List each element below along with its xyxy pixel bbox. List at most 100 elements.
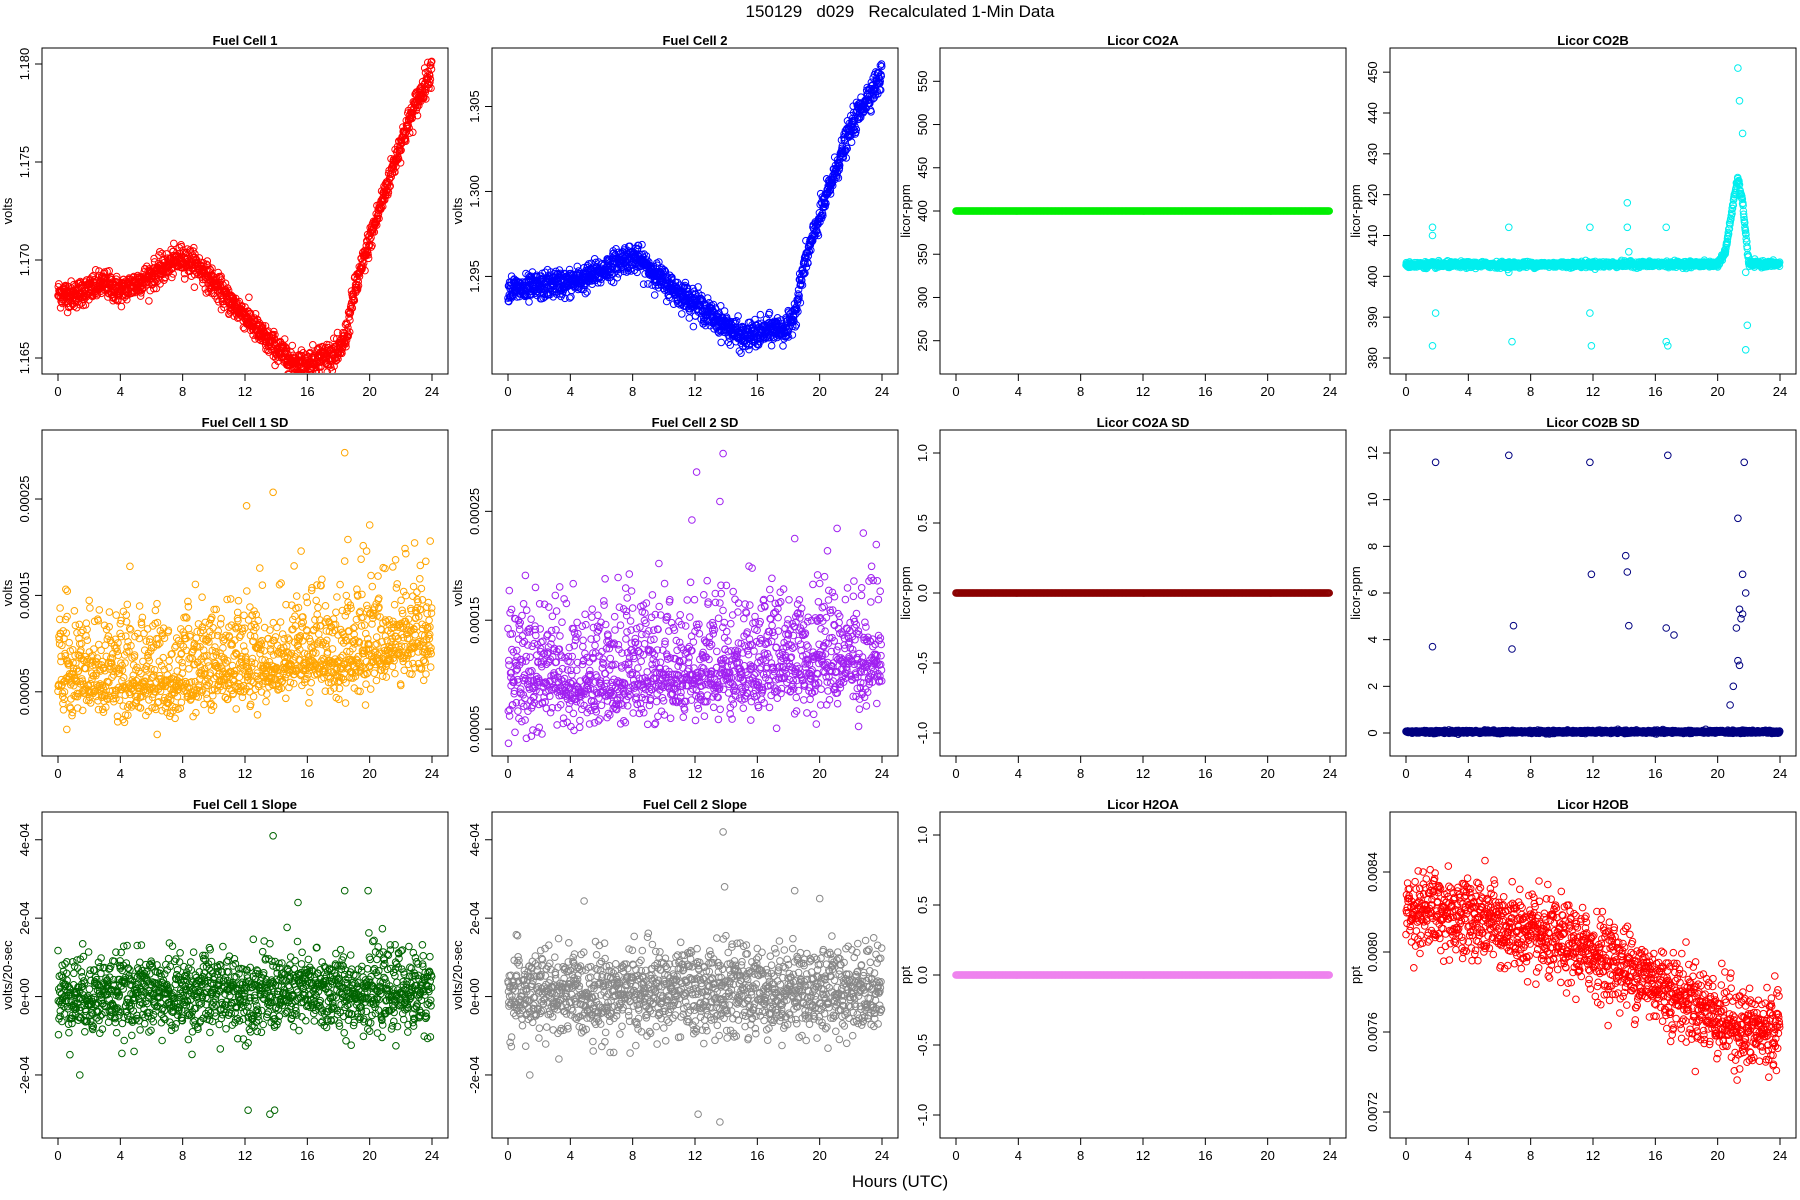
point: [328, 367, 337, 373]
point: [877, 60, 886, 68]
outlier-point: [1505, 223, 1513, 232]
point: [613, 273, 622, 282]
point: [117, 302, 126, 311]
point: [206, 266, 215, 274]
point: [180, 275, 189, 283]
point: [802, 263, 811, 271]
point: [208, 264, 216, 272]
point: [134, 274, 143, 283]
point: [783, 331, 792, 340]
point: [557, 292, 565, 301]
point: [811, 231, 819, 240]
point: [309, 341, 317, 349]
point: [57, 675, 66, 684]
point: [1739, 199, 1747, 207]
outlier-point: [1428, 231, 1437, 240]
x-axis-title: Hours (UTC): [851, 1172, 949, 1191]
point: [285, 370, 292, 373]
point: [638, 240, 646, 249]
point: [56, 615, 64, 624]
point: [422, 95, 430, 103]
point: [361, 266, 369, 275]
point: [709, 300, 718, 309]
point: [876, 61, 885, 70]
outlier-point: [1508, 337, 1516, 346]
point: [856, 113, 865, 122]
plot-frame: [491, 47, 899, 375]
point: [378, 202, 387, 211]
point: [673, 278, 682, 287]
point: [660, 266, 669, 274]
point: [566, 294, 574, 302]
point: [362, 241, 371, 250]
point: [190, 283, 199, 291]
point: [1739, 201, 1747, 210]
data-points: [504, 60, 886, 358]
outlier-point: [1741, 268, 1750, 277]
point: [391, 168, 399, 176]
point: [876, 86, 885, 94]
point: [573, 262, 582, 271]
point: [170, 239, 178, 248]
point: [330, 334, 338, 343]
point: [346, 308, 355, 317]
x-tick-label: 0: [54, 766, 61, 781]
outlier-point: [1428, 342, 1437, 350]
point: [145, 297, 153, 305]
point: [246, 309, 255, 318]
y-tick-label: 0.00015: [17, 572, 32, 619]
point: [288, 341, 297, 350]
point: [852, 128, 860, 136]
y-tick-label: 550: [915, 70, 930, 92]
point: [56, 604, 64, 612]
point: [788, 331, 797, 339]
y-tick-label: 390: [1365, 306, 1380, 328]
point: [835, 164, 844, 172]
panel-title: Fuel Cell 1 SD: [202, 415, 289, 430]
point: [639, 280, 648, 288]
point: [91, 266, 100, 274]
point: [655, 258, 663, 266]
point: [168, 273, 176, 282]
point: [804, 259, 812, 267]
x-tick-label: 20: [812, 384, 826, 399]
point: [795, 291, 803, 300]
x-tick-label: 8: [179, 766, 186, 781]
y-tick-label: 1.170: [17, 244, 32, 277]
figure-title: 150129 d029 Recalculated 1-Min Data: [745, 2, 1055, 21]
point: [402, 137, 410, 145]
point: [790, 317, 798, 326]
y-axis-label: licor-ppm: [898, 184, 913, 237]
point: [737, 349, 745, 358]
point: [112, 272, 121, 281]
point: [150, 254, 158, 263]
point: [678, 310, 686, 318]
y-tick-label: 1.180: [17, 48, 32, 81]
x-tick-label: 8: [629, 384, 636, 399]
point: [1740, 213, 1748, 221]
point: [271, 331, 279, 339]
point: [730, 325, 739, 334]
point: [798, 281, 807, 289]
point: [345, 313, 353, 321]
x-tick-label: 4: [117, 766, 124, 781]
point: [58, 641, 66, 650]
outlier-point: [1664, 342, 1672, 350]
point: [394, 155, 403, 163]
point: [596, 278, 605, 287]
point: [345, 328, 354, 336]
x-tick-label: 24: [1773, 384, 1787, 399]
x-tick-label: 12: [688, 384, 702, 399]
outlier-point: [1431, 309, 1440, 317]
outlier-point: [1741, 346, 1750, 354]
x-tick-label: 0: [1402, 384, 1409, 399]
point: [784, 333, 793, 341]
point: [397, 146, 405, 155]
point: [359, 262, 367, 270]
point: [368, 241, 376, 250]
fuel-cell-1-sd-chart: Fuel Cell 1 SD0 4 8 12 16 20 240.000050.000150…: [0, 415, 449, 781]
point: [581, 289, 590, 298]
x-tick-label: 8: [1077, 384, 1084, 399]
y-tick-label: 380: [1365, 347, 1380, 369]
point: [583, 288, 591, 296]
